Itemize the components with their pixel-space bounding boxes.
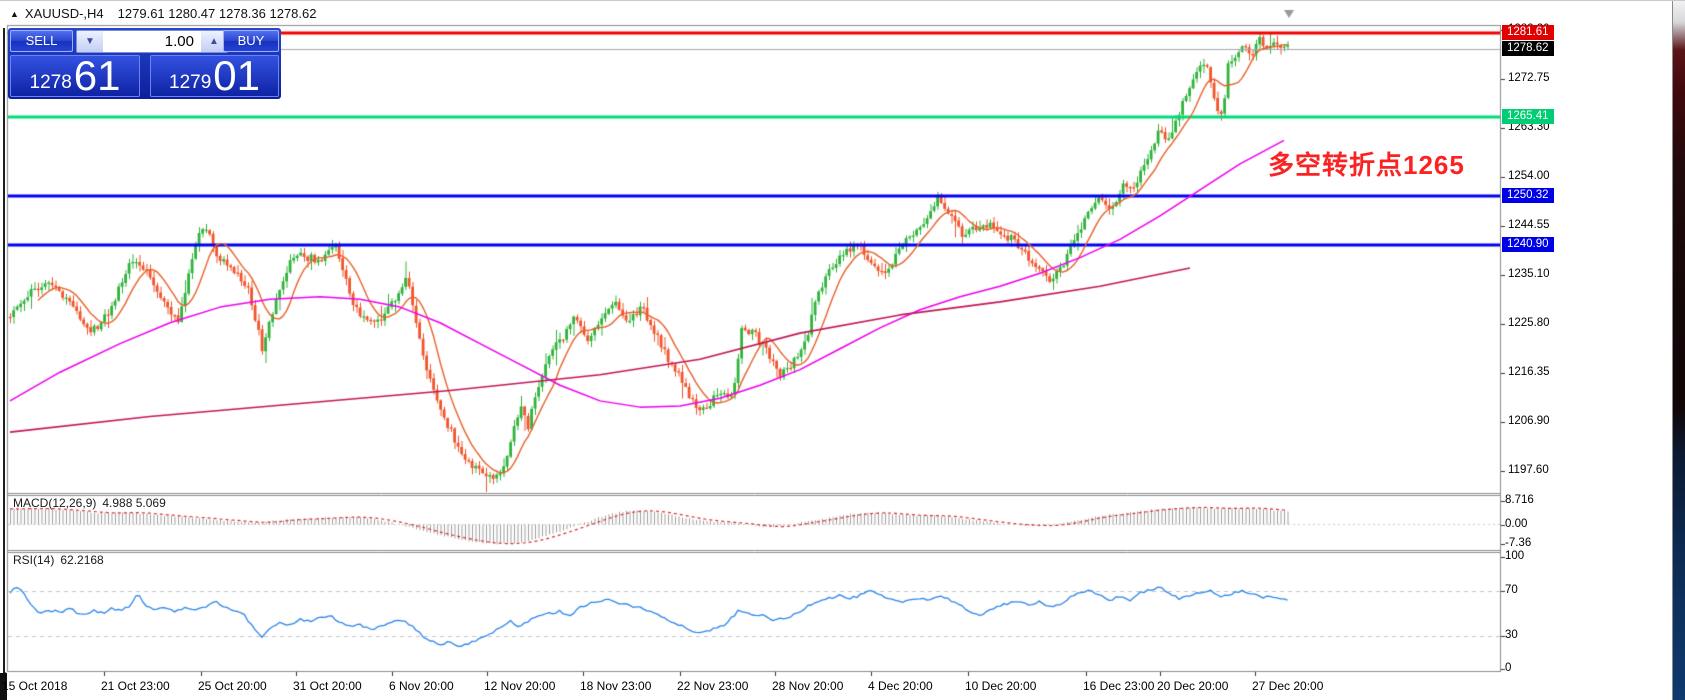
time-axis-label: 20 Dec 20:00	[1157, 679, 1229, 693]
time-axis-label: 25 Oct 20:00	[198, 679, 267, 693]
price-tick-label: 1263.30	[1508, 121, 1550, 133]
price-tick-label: 1206.90	[1508, 415, 1550, 427]
rsi-scale-label: 100	[1505, 550, 1525, 562]
symbol-marker-icon: ▲	[10, 9, 19, 19]
time-axis-label: 28 Nov 20:00	[772, 679, 844, 693]
price-badge: 1265.41	[1502, 109, 1554, 124]
buy-price-big: 01	[213, 51, 260, 99]
buy-button[interactable]: BUY	[223, 30, 279, 52]
time-axis-label: 12 Nov 20:00	[484, 679, 556, 693]
price-tick-label: 1254.00	[1508, 170, 1550, 182]
macd-scale-label: 0.00	[1505, 518, 1528, 530]
macd-scale-label: 8.716	[1505, 494, 1534, 506]
rsi-scale-label: 0	[1505, 662, 1512, 674]
one-click-trading-panel: SELL ▼ 1.00 ▲ BUY 1278 61 1279 01	[8, 28, 281, 99]
rsi-name: RSI(14)	[13, 553, 55, 567]
buy-price-small: 1279	[169, 72, 212, 94]
price-tick-label: 1235.10	[1508, 268, 1550, 280]
time-axis-label: 15 Oct 2018	[2, 679, 68, 693]
ohlc-values: 1279.61 1280.47 1278.36 1278.62	[117, 6, 317, 21]
desktop-edge-strip	[1672, 1, 1685, 700]
time-axis-label: 16 Dec 23:00	[1083, 679, 1155, 693]
time-axis-label: 27 Dec 20:00	[1252, 679, 1324, 693]
time-axis-label: 4 Dec 20:00	[868, 679, 933, 693]
price-badge: 1250.32	[1502, 188, 1554, 203]
price-badge: 1281.61	[1502, 25, 1554, 40]
price-tick-label: 1272.75	[1508, 72, 1550, 84]
buy-price-button[interactable]: 1279 01	[150, 51, 279, 99]
sell-price-button[interactable]: 1278 61	[10, 51, 140, 99]
time-axis-label: 21 Oct 23:00	[101, 679, 170, 693]
symbol-timeframe: XAUUSD-,H4	[24, 6, 104, 21]
volume-stepper: ▼ 1.00 ▲	[76, 30, 228, 53]
time-axis-label: 10 Dec 20:00	[965, 679, 1037, 693]
volume-increase-button[interactable]: ▲	[201, 31, 227, 52]
rsi-scale-label: 30	[1505, 629, 1518, 641]
rsi-scale-label: 70	[1505, 584, 1518, 596]
chart-header: ▲ XAUUSD-,H4 1279.61 1280.47 1278.36 1278.…	[10, 6, 316, 21]
price-badge: 1240.90	[1502, 237, 1554, 252]
price-tick-label: 1244.55	[1508, 219, 1550, 231]
macd-values: 4.988 5.069	[102, 496, 166, 510]
time-axis-label: 31 Oct 20:00	[293, 679, 362, 693]
chart-annotation-text: 多空转折点1265	[1268, 150, 1465, 180]
sell-price-big: 61	[73, 51, 121, 99]
rsi-indicator-label: RSI(14) 62.2168	[13, 553, 110, 567]
time-axis-label: 22 Nov 23:00	[677, 679, 749, 693]
time-axis-label: 6 Nov 20:00	[389, 679, 454, 693]
macd-name: MACD(12,26,9)	[13, 496, 97, 510]
sell-price-small: 1278	[29, 72, 72, 94]
volume-decrease-button[interactable]: ▼	[77, 31, 103, 52]
time-axis-label: 18 Nov 23:00	[580, 679, 652, 693]
price-tick-label: 1225.80	[1508, 317, 1550, 329]
sell-button[interactable]: SELL	[10, 30, 73, 52]
window-left-edge	[3, 28, 5, 700]
rsi-value: 62.2168	[60, 553, 104, 567]
price-badge: 1278.62	[1502, 41, 1554, 56]
macd-indicator-label: MACD(12,26,9) 4.988 5.069	[13, 496, 172, 510]
price-tick-label: 1216.35	[1508, 366, 1550, 378]
window-corner-block	[0, 673, 7, 700]
price-tick-label: 1197.60	[1508, 464, 1549, 476]
volume-input[interactable]: 1.00	[103, 31, 201, 52]
macd-scale-label: -7.36	[1505, 537, 1532, 549]
